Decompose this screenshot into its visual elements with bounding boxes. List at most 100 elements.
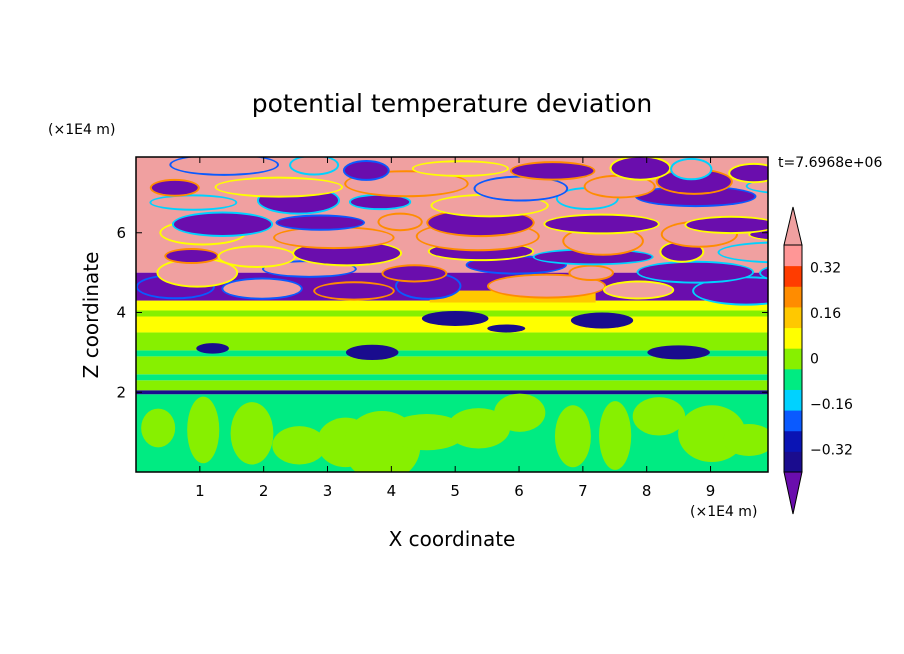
contour-patch [447,408,511,449]
plot-frame [135,156,769,473]
contour-patch [315,283,393,299]
colorbar-tick-label: −0.32 [810,442,853,458]
colorbar-tick-label: −0.16 [810,397,853,413]
contour-patch [564,228,642,254]
contour-patch [379,214,421,230]
contour-patch [151,180,198,195]
colorbar-swatch [784,451,802,473]
contour-band [136,380,768,391]
y-tick-label: 2 [116,383,126,401]
x-tick-label: 7 [578,482,588,500]
x-tick-label: 2 [259,482,269,500]
colorbar-frame [783,244,803,473]
x-tick-label: 8 [642,482,652,500]
time-label: t=7.6968e+06 [778,155,882,171]
contour-patch [585,176,654,197]
contour-patch [599,401,632,470]
contour-patch [475,177,567,200]
colorbar-swatch [784,286,802,308]
contour-patch [672,159,711,179]
contour-patch [686,217,768,233]
colorbar: 0.32 0.16 0 −0.16 −0.32 [783,206,853,515]
colorbar-tick-label: 0.32 [810,261,841,277]
contour-patch [719,243,768,262]
contour-patch [638,262,753,282]
colorbar-swatch [784,306,802,329]
x-unit-label: (×1E4 m) [690,504,757,520]
contour-patch [230,402,274,465]
contour-band [136,374,768,381]
contour-patch [413,162,507,175]
contour-patch [383,266,446,281]
x-axis: 1 2 3 4 5 6 7 8 9 [195,157,715,500]
contour-patch [158,259,237,286]
colorbar-tick-label: 0.16 [810,306,841,322]
contour-fill [136,157,768,472]
chart-title: potential temperature deviation [252,89,652,118]
contour-band [136,300,768,311]
contour-patch [647,345,710,360]
contour-patch [636,187,755,206]
contour-patch [187,396,220,464]
contour-patch [345,344,399,361]
contour-patch [272,426,327,465]
contour-patch [277,216,363,229]
contour-patch [604,282,673,298]
colorbar-extend-high [783,206,803,246]
contour-band [136,356,768,375]
y-unit-label: (×1E4 m) [48,122,115,138]
x-tick-label: 4 [387,482,397,500]
colorbar-swatch [784,348,802,370]
contour-patch [761,268,768,278]
contour-patch [489,275,605,297]
y-tick-label: 6 [116,224,126,242]
colorbar-swatch [784,245,802,267]
contour-patch [421,310,489,326]
y-axis: 2 4 6 [116,224,768,401]
colorbar-swatch [784,368,802,390]
colorbar-swatch [784,430,802,452]
y-axis-label: Z coordinate [79,252,103,379]
contour-patch [216,178,342,196]
x-tick-label: 1 [195,482,205,500]
contour-patch [196,343,229,354]
x-tick-label: 3 [323,482,333,500]
contour-patch [344,162,388,179]
contour-patch [141,408,176,448]
contour-patch [554,405,591,468]
x-tick-label: 5 [450,482,460,500]
contour-patch [223,279,301,298]
contour-patch [291,157,338,174]
contour-patch [388,413,466,451]
contour-patch [219,247,294,266]
contour-patch [350,195,410,209]
contour-patch [511,163,594,179]
colorbar-swatch [784,265,802,287]
x-tick-label: 6 [514,482,524,500]
colorbar-tick-label: 0 [810,352,819,368]
contour-patch [545,215,658,233]
x-axis-label: X coordinate [389,527,516,551]
contour-patch [151,196,236,209]
colorbar-swatch [784,327,802,349]
contour-patch [171,157,277,174]
contour-patch [166,250,217,263]
contour-band [136,390,768,395]
y-tick-label: 4 [116,304,126,322]
plot-area [136,157,768,472]
contour-patch [723,424,768,457]
contour-patch [570,312,634,329]
contour-patch [611,157,670,179]
contour-band [136,332,768,351]
contour-patch [632,397,686,436]
contour-patch [747,180,768,192]
contour-patch [173,213,272,235]
colorbar-extend-low [783,471,803,515]
x-tick-label: 9 [706,482,716,500]
contour-patch [429,290,596,303]
contour-patch [570,266,612,279]
contour-patch [487,324,526,333]
contour-patch [730,164,768,182]
contour-band [136,350,768,357]
